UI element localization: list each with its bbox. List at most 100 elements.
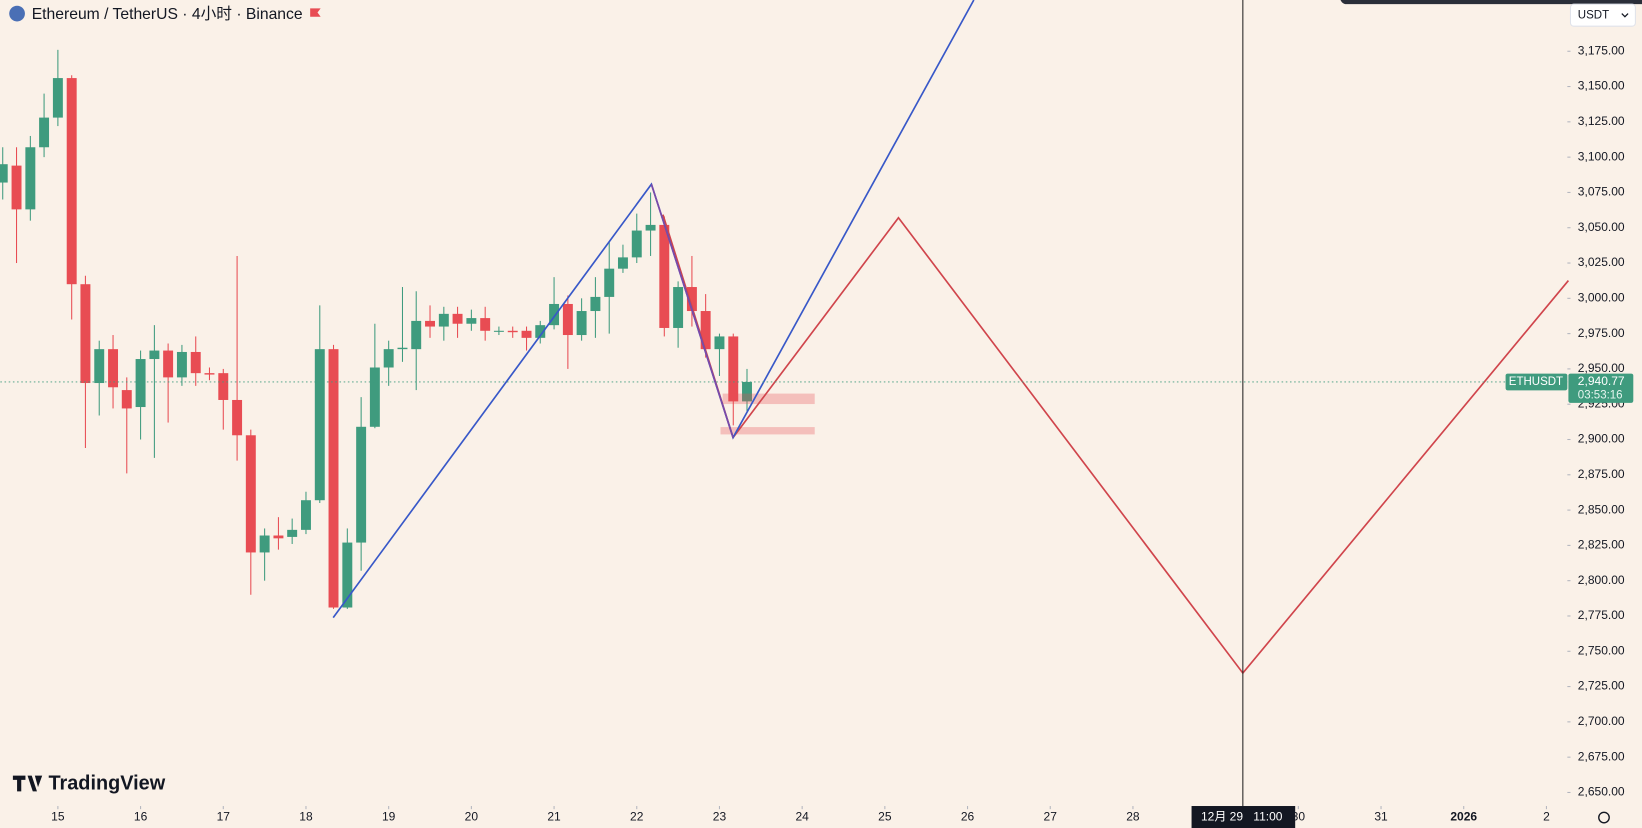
last-label: 2,940.77	[1578, 374, 1625, 388]
x-tick-label: 2	[1543, 810, 1550, 824]
candle-body	[80, 284, 91, 384]
x-tick-label: 18	[299, 810, 313, 824]
chevron	[1621, 13, 1629, 18]
candle-body	[66, 78, 77, 285]
candle-body	[273, 535, 284, 539]
candle-body	[480, 318, 491, 331]
candle-body	[425, 320, 435, 327]
axes: 2,650.00 2,675.00 2,700.00 2,725.00 2,750.00…	[51, 43, 1625, 823]
y-tick-label: 3,050.00	[1578, 220, 1625, 234]
candle-body	[328, 349, 339, 608]
x-tick-label: 20	[465, 810, 479, 824]
x-tick-label: 23	[713, 810, 727, 824]
y-tick-label: 2,975.00	[1578, 326, 1625, 340]
candle-body	[204, 373, 215, 375]
crosshair-date: 12月 29	[1201, 810, 1243, 824]
settings-icon[interactable]	[1598, 811, 1610, 824]
candle-body	[287, 529, 298, 537]
currency-select[interactable]	[1569, 3, 1636, 27]
candle-body	[342, 542, 353, 608]
chart-title: Ethereum / TetherUS · 4小时 · Binance	[32, 5, 303, 23]
candle-body	[11, 165, 22, 210]
y-tick-label: 3,075.00	[1578, 185, 1625, 199]
candle-body	[452, 313, 463, 324]
y-tick-label: 2,900.00	[1578, 432, 1625, 446]
overlap-line	[650, 183, 734, 438]
symbol: ETHUSDT	[1509, 376, 1563, 388]
zone	[722, 393, 815, 405]
countdown: 03:53:16	[1578, 390, 1623, 402]
y-tick-label: 2,950.00	[1578, 361, 1625, 375]
x-tick-label: 26	[961, 810, 975, 824]
y-tick-label: 2,725.00	[1578, 679, 1625, 693]
y-tick-label: 2,700.00	[1578, 714, 1625, 728]
candle-body	[163, 350, 174, 378]
candle-body	[714, 336, 725, 350]
candle-body	[728, 336, 739, 402]
candle-body	[259, 535, 270, 553]
candle-body	[659, 224, 670, 328]
candle-body	[301, 500, 311, 530]
last-box	[1568, 373, 1634, 403]
candle-body	[314, 349, 325, 501]
candle-body	[700, 311, 711, 350]
brand-logo	[12, 775, 43, 792]
candles	[0, 49, 752, 609]
candle-body	[742, 381, 752, 402]
x-tick-label: 27	[1044, 810, 1058, 824]
currency: USDT	[1578, 10, 1609, 22]
candle-body	[218, 373, 229, 400]
crosshair-label-box	[1191, 806, 1296, 828]
y-tick-label: 2,875.00	[1578, 467, 1625, 481]
x-tick-label: 31	[1374, 810, 1388, 824]
y-tick-label: 3,150.00	[1578, 79, 1625, 93]
candle-body	[535, 325, 546, 338]
y-tick-label: 3,125.00	[1578, 114, 1625, 128]
candle-body	[356, 426, 367, 543]
x-tick-label: 21	[547, 810, 561, 824]
candle-body	[232, 399, 243, 436]
candle-body	[52, 78, 63, 118]
zone	[720, 427, 815, 435]
top-panel	[1340, 0, 1642, 5]
last-price: ETHUSDT 2,940.77 03:53:16	[1505, 373, 1634, 403]
candle-body	[438, 313, 449, 327]
candle-body	[245, 435, 256, 553]
candle-body	[562, 303, 573, 336]
candle-body	[0, 164, 8, 183]
candle-body	[617, 257, 628, 269]
y-tick-label: 3,100.00	[1578, 149, 1625, 163]
y-tick-label: 3,000.00	[1578, 290, 1625, 304]
candle-body	[94, 349, 105, 384]
x-tick-label: 15	[51, 810, 65, 824]
y-tick-label: 2,850.00	[1578, 502, 1625, 516]
candle-body	[121, 390, 132, 409]
candle-body	[176, 351, 187, 378]
candle-body	[25, 147, 36, 210]
candle-body	[383, 349, 394, 368]
x-tick-label: 17	[217, 810, 231, 824]
y-tick-label: 2,675.00	[1578, 749, 1625, 763]
candle-body	[149, 350, 160, 360]
candle-body	[631, 230, 642, 258]
symbol-box	[1505, 373, 1568, 391]
x-tick-label: 2026	[1450, 810, 1477, 824]
candle-body	[549, 303, 560, 326]
candle-body	[397, 347, 408, 350]
x-tick-label: 19	[382, 810, 396, 824]
brand: TradingView	[48, 772, 165, 794]
y-tick-label: 2,825.00	[1578, 538, 1625, 552]
x-tick-label: 25	[878, 810, 892, 824]
candle-body	[507, 330, 518, 333]
candle-body	[645, 224, 656, 231]
candle-body	[190, 351, 201, 374]
crosshair-time: 11:00	[1253, 810, 1282, 824]
y-tick-label: 3,175.00	[1578, 43, 1625, 57]
candle-body	[521, 330, 532, 338]
coin-icon	[9, 5, 25, 22]
y-tick-label: 2,650.00	[1578, 785, 1625, 799]
candle-body	[590, 296, 601, 312]
